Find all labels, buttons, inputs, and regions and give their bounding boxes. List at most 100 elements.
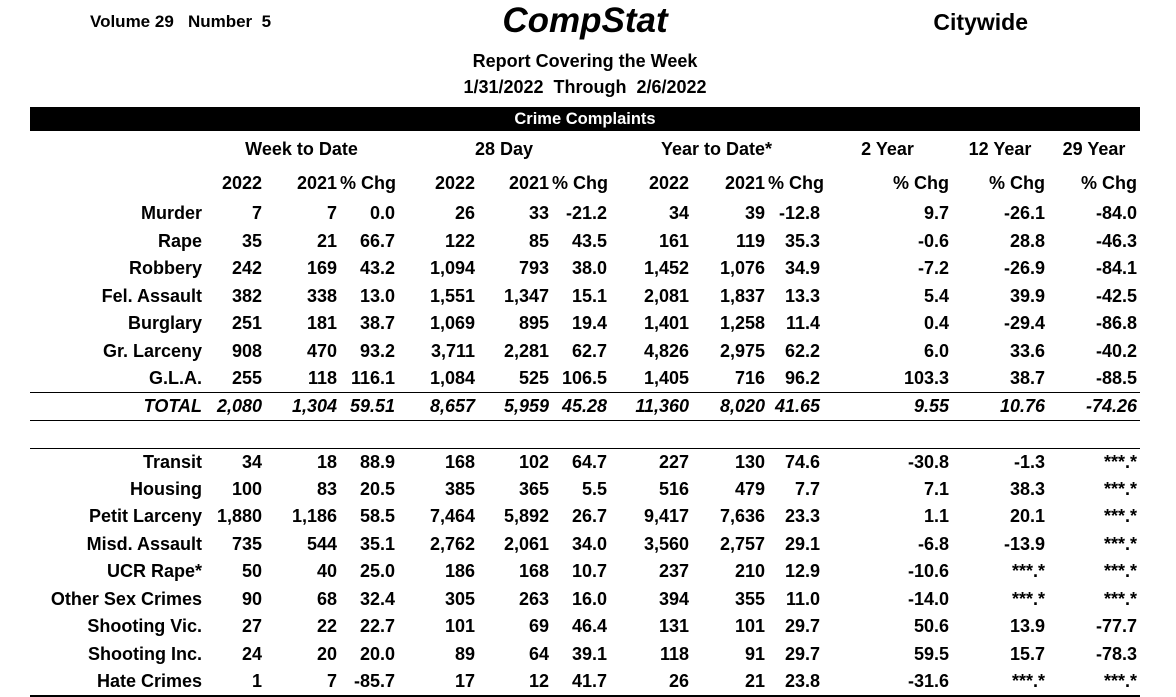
cell: 34.9 [785, 258, 821, 279]
table-row: Fel. Assault 382 338 13.0 1,551 1,347 15.1 2,08… [30, 283, 1140, 311]
cell: 10.7 [571, 561, 608, 582]
cell: 64.7 [571, 451, 608, 472]
cell: -88.5 [1096, 368, 1138, 388]
cell: 131 [658, 616, 690, 637]
column-group-header: 28 Day [475, 138, 534, 159]
cell: 116.1 [350, 368, 396, 388]
cell: -6.8 [918, 533, 950, 554]
cell: 35.1 [359, 533, 396, 554]
cell: 1,837 [719, 285, 766, 306]
table-row: Housing 100 83 20.5 385 365 5.5 516 479 7.7 7.1 38.… [30, 476, 1140, 504]
cell: 22 [316, 616, 337, 637]
column-subheader: % Chg [552, 173, 609, 193]
cell: 1,258 [719, 313, 766, 334]
cell: 338 [306, 285, 337, 306]
cell: -42.5 [1096, 285, 1138, 306]
cell: -7.2 [918, 258, 950, 279]
row-label: Misd. Assault [86, 533, 202, 554]
cell: -10.6 [908, 561, 950, 582]
cell: -78.3 [1096, 643, 1138, 664]
cell: 58.5 [359, 506, 396, 527]
cell: 544 [306, 533, 337, 554]
table-row: UCR Rape* 50 40 25.0 186 168 10.7 237 210 12.9 -10… [30, 558, 1140, 586]
other-categories-section: Transit 34 18 88.9 168 102 64.7 227 130 74.6 -30.8… [30, 448, 1140, 696]
cell: 26 [454, 203, 476, 224]
cell: 1.1 [924, 506, 950, 527]
cell: 39.9 [1010, 285, 1046, 306]
cell: 242 [231, 258, 262, 279]
cell: 28.8 [1010, 230, 1046, 251]
cell: 34.0 [571, 533, 608, 554]
cell: 90 [241, 588, 262, 609]
cell: 525 [518, 368, 550, 388]
column-group-header: Year to Date* [661, 138, 773, 159]
cell: 382 [231, 285, 262, 306]
column-subheader: % Chg [989, 173, 1046, 193]
cell: 161 [658, 230, 690, 251]
cell: 2,975 [719, 340, 766, 361]
cell: 1,452 [643, 258, 690, 279]
cell: 1,347 [503, 285, 550, 306]
total-row: TOTAL 2,080 1,304 59.51 8,657 5,959 45.2… [30, 392, 1141, 421]
cell: 263 [518, 588, 550, 609]
column-subheader: 2022 [221, 173, 262, 193]
column-group-header: 12 Year [968, 138, 1032, 159]
cell: 394 [658, 588, 690, 609]
cell: 470 [306, 340, 337, 361]
cell: 895 [518, 313, 550, 334]
cell: 8,020 [692, 392, 769, 421]
table-row: G.L.A. 255 118 116.1 1,084 525 106.5 1,405 716 96… [30, 365, 1140, 393]
section-banner-title: Crime Complaints [514, 110, 656, 128]
cell: 9.7 [924, 203, 950, 224]
cell: ***.* [1104, 506, 1138, 527]
cell: 1,304 [265, 392, 340, 421]
row-label: Shooting Vic. [87, 616, 202, 637]
total-section: TOTAL 2,080 1,304 59.51 8,657 5,959 45.2… [30, 392, 1141, 449]
cell: 74.6 [785, 451, 821, 472]
cell: 38.7 [1010, 368, 1046, 388]
column-subheader-row: 2022 2021% Chg 2022 2021% Chg 2022 2021% Chg%… [30, 167, 1140, 200]
cell: ***.* [1104, 588, 1138, 609]
column-subheader: % Chg [768, 173, 824, 193]
cell: 46.4 [571, 616, 608, 637]
cell: 22.7 [359, 616, 396, 637]
cell: -14.0 [908, 588, 950, 609]
cell: 88.9 [359, 451, 396, 472]
cell: 3,711 [430, 340, 476, 361]
cell: 34 [669, 203, 690, 224]
cell: 122 [444, 230, 476, 251]
cell: 39 [745, 203, 766, 224]
table-row: Shooting Vic. 27 22 22.7 101 69 46.4 131 101 29.7… [30, 613, 1140, 641]
cell: -31.6 [908, 670, 950, 691]
cell: 181 [306, 313, 337, 334]
cell: 255 [231, 368, 262, 388]
cell: 106.5 [561, 368, 608, 388]
cell: 13.0 [359, 285, 396, 306]
cell: -46.3 [1096, 230, 1138, 251]
cell: 62.7 [571, 340, 608, 361]
report-title: CompStat [502, 1, 668, 40]
cell: 20 [316, 643, 337, 664]
cell: ***.* [1104, 478, 1138, 499]
cell: 119 [735, 230, 766, 251]
cell: 210 [734, 561, 766, 582]
cell: 38.7 [359, 313, 396, 334]
cell: 1,186 [291, 506, 337, 527]
cell: 1,084 [429, 368, 476, 388]
cell: 91 [745, 643, 766, 664]
cell: 11.4 [786, 313, 821, 334]
cell: 12 [528, 670, 550, 691]
table-row: Shooting Inc. 24 20 20.0 89 64 39.1 118 91 29.7 59… [30, 641, 1140, 669]
cell: 12.9 [785, 561, 821, 582]
cell: 19.4 [571, 313, 608, 334]
double-rule [30, 420, 1141, 449]
cell: 130 [734, 451, 766, 472]
cell: 20.1 [1010, 506, 1046, 527]
row-label: Other Sex Crimes [50, 588, 202, 609]
table-row: Hate Crimes 1 7 -85.7 17 12 41.7 26 21 23.8 -31.6 *… [30, 668, 1140, 696]
cell: 27 [241, 616, 262, 637]
cell: 41.65 [768, 392, 824, 421]
cell: 38.3 [1010, 478, 1046, 499]
cell: ***.* [1012, 588, 1046, 609]
cell: -30.8 [908, 451, 950, 472]
